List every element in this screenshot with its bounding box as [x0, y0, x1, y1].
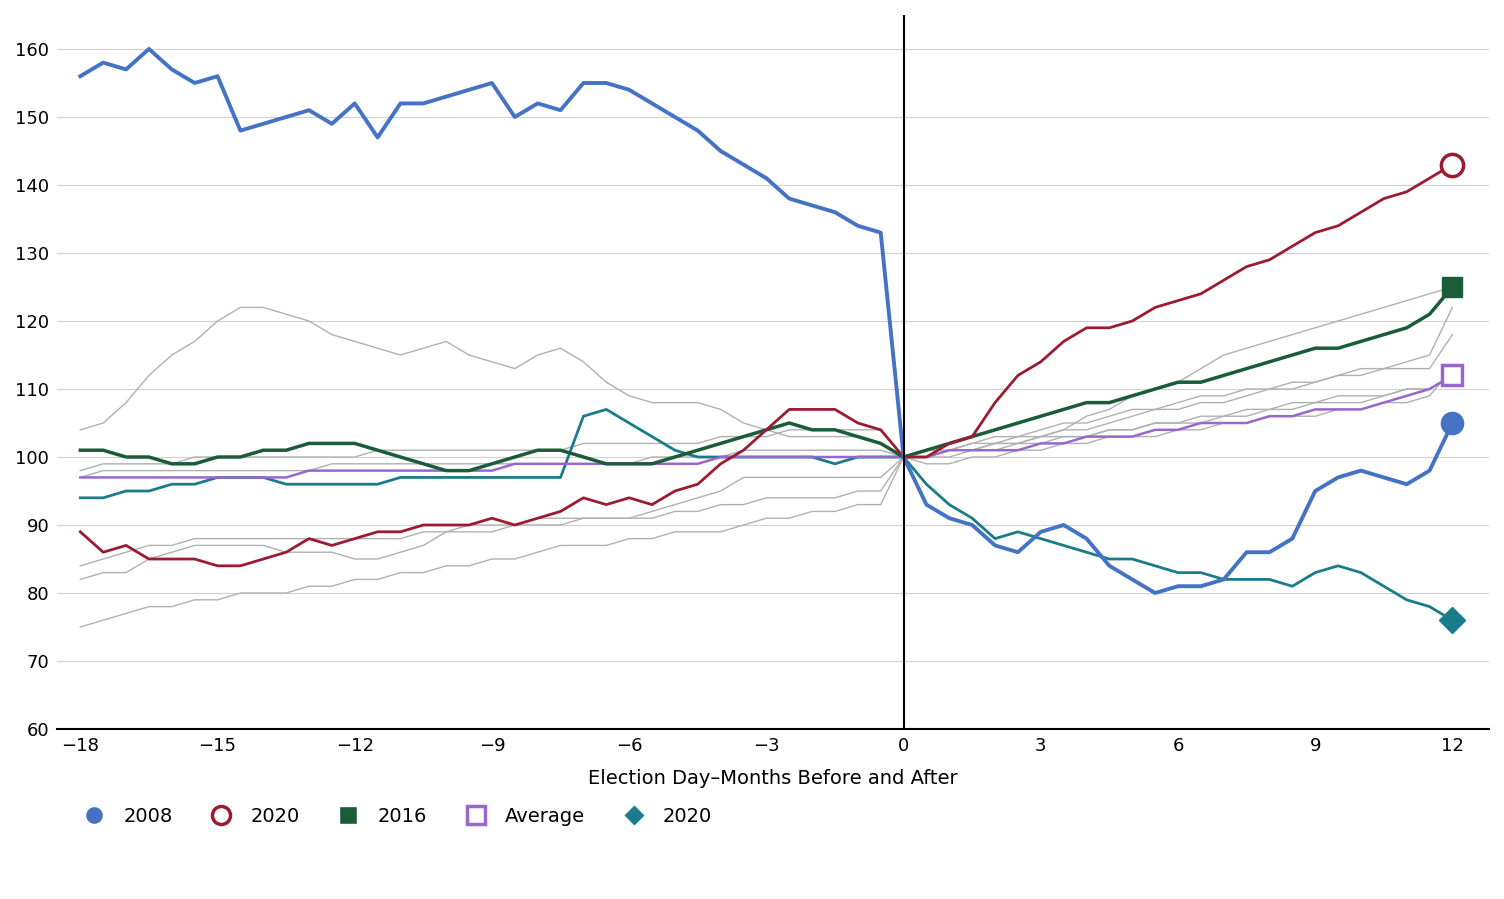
Legend: 2008, 2020, 2016, Average, 2020: 2008, 2020, 2016, Average, 2020	[68, 799, 720, 833]
X-axis label: Election Day–Months Before and After: Election Day–Months Before and After	[588, 770, 958, 788]
